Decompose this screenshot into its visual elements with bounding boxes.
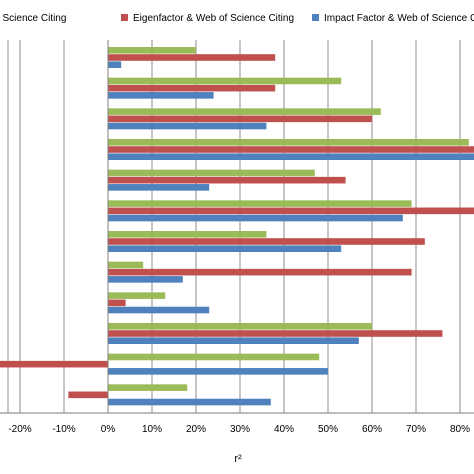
bar bbox=[108, 146, 474, 153]
bar bbox=[108, 384, 188, 391]
bar bbox=[108, 276, 183, 283]
bar bbox=[108, 169, 315, 177]
legend-entry: … & Web of Science Citing bbox=[0, 13, 66, 24]
x-axis-title: r² bbox=[234, 453, 242, 465]
bar bbox=[108, 245, 342, 252]
bar bbox=[108, 292, 166, 299]
bar bbox=[108, 139, 469, 146]
bar bbox=[108, 238, 425, 245]
bar bbox=[108, 77, 342, 85]
x-tick-label: 0% bbox=[101, 424, 116, 435]
x-tick-label: 10% bbox=[142, 424, 162, 435]
bar bbox=[108, 176, 346, 184]
bar bbox=[108, 54, 276, 61]
bar bbox=[108, 184, 210, 191]
bar bbox=[108, 323, 372, 330]
bar bbox=[108, 200, 412, 207]
x-tick-label: 30% bbox=[230, 424, 250, 435]
bar bbox=[108, 330, 443, 337]
x-tick-labels: -20% -10% 0% 10% 20% 30% 40% 50% 60% 70% 80% bbox=[8, 424, 470, 435]
bar bbox=[108, 268, 412, 276]
bar bbox=[108, 368, 328, 375]
x-tick-label: 60% bbox=[362, 424, 382, 435]
bar bbox=[108, 84, 276, 92]
legend-swatch bbox=[312, 14, 319, 21]
bar bbox=[108, 398, 271, 406]
legend: … & Web of Science Citing Eigenfactor & W… bbox=[0, 13, 474, 24]
bar bbox=[108, 115, 372, 123]
bar bbox=[108, 306, 210, 314]
bar bbox=[108, 92, 214, 99]
legend-entry: Eigenfactor & Web of Science Citing bbox=[133, 13, 294, 24]
bar bbox=[108, 231, 267, 238]
bar bbox=[108, 47, 196, 54]
bar bbox=[108, 122, 267, 130]
bar bbox=[108, 108, 381, 115]
x-tick-label: -20% bbox=[8, 424, 31, 435]
bar bbox=[68, 391, 108, 399]
bar bbox=[108, 261, 144, 269]
gridlines bbox=[7, 40, 461, 413]
x-tick-label: 40% bbox=[274, 424, 294, 435]
x-tick-label: 20% bbox=[186, 424, 206, 435]
x-tick-label: -10% bbox=[52, 424, 75, 435]
bar bbox=[108, 61, 122, 68]
bar bbox=[108, 214, 403, 222]
bar bbox=[108, 153, 474, 160]
x-tick-label: 70% bbox=[406, 424, 426, 435]
bars bbox=[0, 47, 474, 406]
bar bbox=[0, 360, 108, 368]
x-tick-label: 50% bbox=[318, 424, 338, 435]
bar bbox=[108, 299, 126, 307]
bar bbox=[108, 353, 320, 361]
legend-entry: Impact Factor & Web of Science Citing bbox=[324, 13, 474, 24]
bar bbox=[108, 337, 359, 344]
x-tick-label: 80% bbox=[450, 424, 470, 435]
bar bbox=[108, 207, 474, 215]
legend-swatch bbox=[121, 14, 128, 21]
